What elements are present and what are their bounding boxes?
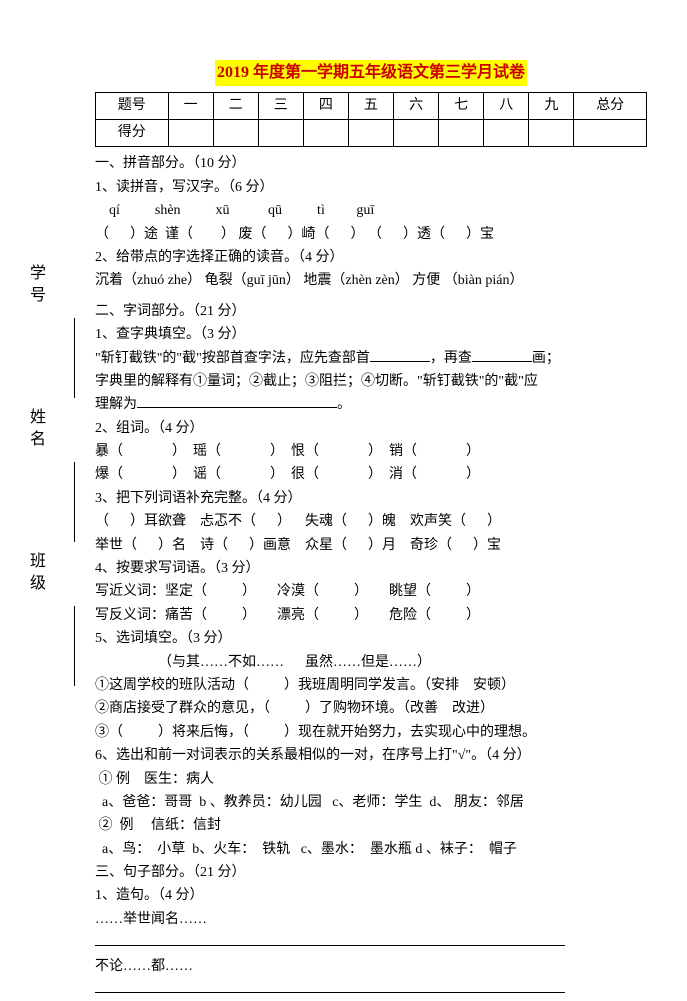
- sec2-q6-ex1: ① 例 医生：病人: [95, 769, 647, 791]
- sec3-q1-l1: ……举世闻名……: [95, 909, 647, 931]
- q1a: "斩钉截铁"的"截"按部首查字法，应先查部首: [95, 351, 370, 366]
- q1b: ，再查: [430, 351, 472, 366]
- sec2-q3-l2: 举世（ ）名 诗（ ）画意 众星（ ）月 奇珍（ ）宝: [95, 535, 647, 557]
- sec2-q1: 1、查字典填空。（3 分）: [95, 324, 647, 346]
- blank: [370, 348, 430, 362]
- spacer: [95, 294, 647, 300]
- sec1-q2-line: 沉着（zhuó zhe） 龟裂（guī jūn） 地震（zhèn zèn） 方便…: [95, 270, 647, 292]
- blank: [137, 394, 337, 408]
- q1c: 画；: [532, 351, 560, 366]
- sec1-q1: 1、读拼音，写汉字。（6 分）: [95, 177, 647, 199]
- sec2-q4: 4、按要求写词语。（3 分）: [95, 558, 647, 580]
- sec2-q1-line2: 字典里的解释有①量词；②截止；③阻拦；④切断。"斩钉截铁"的"截"应: [95, 371, 647, 393]
- score-label: 得分: [96, 119, 169, 146]
- sec1-heading: 一、拼音部分。（10 分）: [95, 153, 647, 175]
- th-9: 九: [529, 92, 574, 119]
- score-cell: [484, 119, 529, 146]
- q1e: 理解为: [95, 397, 137, 412]
- sec2-heading: 二、字词部分。（21 分）: [95, 301, 647, 323]
- score-header-row: 题号 一 二 三 四 五 六 七 八 九 总分: [96, 92, 647, 119]
- score-cell: [213, 119, 258, 146]
- sec3-q1-l2: 不论……都……: [95, 956, 647, 978]
- sec1-q2: 2、给带点的字选择正确的读音。（4 分）: [95, 247, 647, 269]
- sec2-q3: 3、把下列词语补充完整。（4 分）: [95, 488, 647, 510]
- score-cell: [439, 119, 484, 146]
- blank-line: [95, 932, 565, 946]
- sec2-q2: 2、组词。（4 分）: [95, 418, 647, 440]
- score-table: 题号 一 二 三 四 五 六 七 八 九 总分 得分: [95, 92, 647, 148]
- sec3-blank2: [95, 979, 647, 1001]
- th-0: 题号: [96, 92, 169, 119]
- score-cell: [529, 119, 574, 146]
- th-8: 八: [484, 92, 529, 119]
- score-cell: [258, 119, 303, 146]
- score-cell: [574, 119, 647, 146]
- sec2-q6: 6、选出和前一对词表示的关系最相似的一对，在序号上打"√"。（4 分）: [95, 745, 647, 767]
- th-1: 一: [168, 92, 213, 119]
- sec2-q6-ex2: ② 例 信纸：信封: [95, 815, 647, 837]
- sec2-q5-l1: ①这周学校的班队活动（ ）我班周明同学发言。（安排 安顿）: [95, 675, 647, 697]
- th-3: 三: [258, 92, 303, 119]
- th-10: 总分: [574, 92, 647, 119]
- sidebar-id-label: 学号: [22, 264, 48, 308]
- sec2-q2-l2: 爆（ ） 谣（ ） 很（ ） 消（ ）: [95, 464, 647, 486]
- sec2-q6-ex2o: a、鸟： 小草 b、火车： 铁轨 c、墨水： 墨水瓶 d 、袜子： 帽子: [95, 839, 647, 861]
- sidebar-name-label: 姓名: [22, 408, 48, 452]
- score-cell: [303, 119, 348, 146]
- sec2-q5: 5、选词填空。（3 分）: [95, 628, 647, 650]
- th-4: 四: [303, 92, 348, 119]
- sidebar-class-label: 班级: [22, 552, 48, 596]
- sec2-q5-opts: （与其……不如…… 虽然……但是……）: [95, 652, 647, 674]
- pinyin-row: qí shèn xū qū tì guī: [95, 200, 647, 222]
- sec2-q4-l1: 写近义词：坚定（ ） 冷漠（ ） 眺望（ ）: [95, 581, 647, 603]
- sidebar-labels: 学号 姓名 班级: [35, 100, 75, 850]
- content-body: 一、拼音部分。（10 分） 1、读拼音，写汉字。（6 分） qí shèn xū…: [95, 153, 647, 1001]
- q1f: 。: [337, 397, 351, 412]
- sec2-q4-l2: 写反义词：痛苦（ ） 漂亮（ ） 危险（ ）: [95, 605, 647, 627]
- sec2-q6-ex1o: a、爸爸：哥哥 b 、教养员：幼儿园 c、老师：学生 d、 朋友：邻居: [95, 792, 647, 814]
- sec2-q1-line3: 理解为 。: [95, 394, 647, 416]
- score-cell: [394, 119, 439, 146]
- score-cell: [168, 119, 213, 146]
- sec3-blank1: [95, 932, 647, 954]
- blank-line: [95, 979, 565, 993]
- blank: [472, 348, 532, 362]
- th-7: 七: [439, 92, 484, 119]
- hanzi-row: （ ）途 谨（ ） 废（ ）崎（ ） （ ）透（ ）宝: [95, 224, 647, 246]
- title-wrap: 2019 年度第一学期五年级语文第三学月试卷: [95, 60, 647, 86]
- score-cell: [348, 119, 393, 146]
- score-value-row: 得分: [96, 119, 647, 146]
- sec3-heading: 三、句子部分。（21 分）: [95, 862, 647, 884]
- th-6: 六: [394, 92, 439, 119]
- th-2: 二: [213, 92, 258, 119]
- sec3-q1: 1、造句。（4 分）: [95, 885, 647, 907]
- sec2-q2-l1: 暴（ ） 瑶（ ） 恨（ ） 销（ ）: [95, 441, 647, 463]
- sec2-q5-l2: ②商店接受了群众的意见，（ ）了购物环境。（改善 改进）: [95, 698, 647, 720]
- th-5: 五: [348, 92, 393, 119]
- sec2-q1-line1: "斩钉截铁"的"截"按部首查字法，应先查部首 ，再查 画；: [95, 348, 647, 370]
- sec2-q3-l1: （ ）耳欲聋 忐忑不（ ） 失魂（ ）魄 欢声笑（ ）: [95, 511, 647, 533]
- exam-title: 2019 年度第一学期五年级语文第三学月试卷: [215, 60, 527, 86]
- sec2-q5-l3: ③（ ）将来后悔，（ ）现在就开始努力，去实现心中的理想。: [95, 722, 647, 744]
